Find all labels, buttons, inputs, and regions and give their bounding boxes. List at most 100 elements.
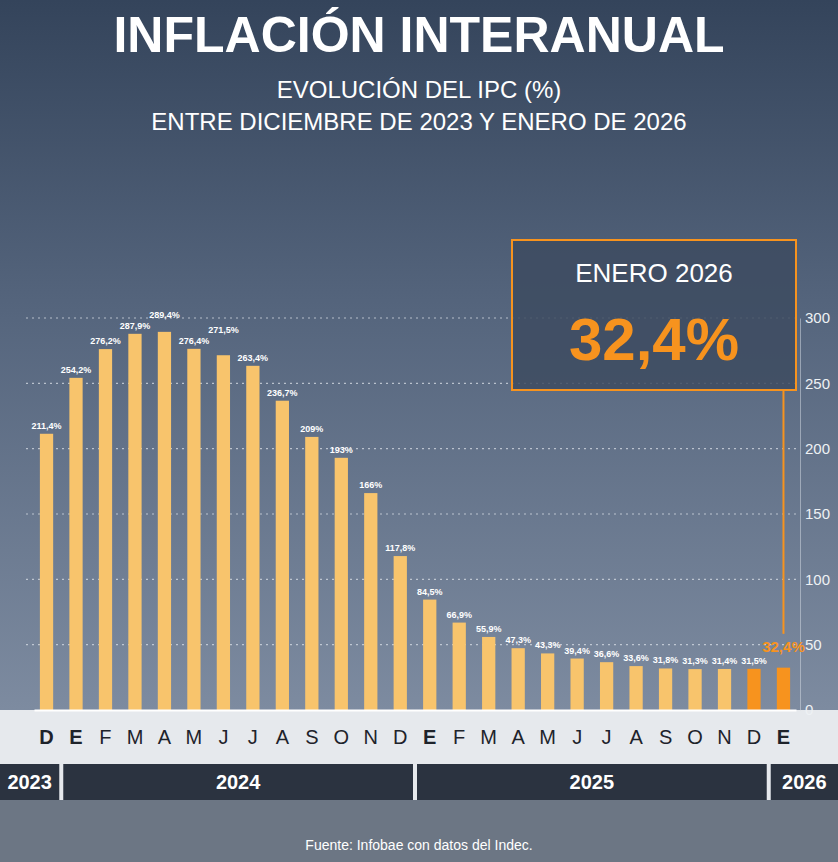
x-tick: E bbox=[69, 710, 82, 748]
bar bbox=[158, 332, 171, 710]
year-band bbox=[63, 764, 413, 800]
x-tick: M bbox=[186, 710, 203, 748]
bar bbox=[423, 600, 436, 710]
x-tick: F bbox=[99, 710, 111, 748]
data-label: 254,2% bbox=[61, 365, 92, 375]
y-tick: 300 bbox=[800, 309, 830, 326]
annotation-leader bbox=[782, 390, 784, 634]
data-label: 276,2% bbox=[90, 336, 121, 346]
title: INFLACIÓN INTERANUAL bbox=[113, 7, 724, 63]
year-label: 2024 bbox=[216, 771, 261, 793]
x-tick: F bbox=[453, 710, 465, 748]
data-label: 31,3% bbox=[682, 656, 708, 666]
x-axis: DEFMAMJJASONDEFMAMJJASONDE bbox=[35, 710, 797, 748]
x-tick: M bbox=[480, 710, 497, 748]
grid-line bbox=[26, 448, 798, 449]
x-tick-label: J bbox=[602, 726, 612, 748]
x-tick: N bbox=[364, 710, 378, 748]
data-label: 263,4% bbox=[238, 353, 269, 363]
subtitle: EVOLUCIÓN DEL IPC (%) bbox=[277, 76, 562, 103]
bar bbox=[40, 434, 53, 710]
data-label: 84,5% bbox=[417, 587, 443, 597]
bar bbox=[217, 355, 230, 710]
data-label: 31,4% bbox=[712, 656, 738, 666]
data-label: 276,4% bbox=[179, 336, 210, 346]
axis-background bbox=[0, 710, 838, 800]
y-axis: 050100150200250300 bbox=[800, 309, 830, 718]
data-label: 287,9% bbox=[120, 321, 151, 331]
bar bbox=[512, 648, 525, 710]
x-tick-label: D bbox=[39, 726, 53, 748]
chart: INFLACIÓN INTERANUAL EVOLUCIÓN DEL IPC (%… bbox=[0, 0, 838, 862]
x-tick-label: J bbox=[218, 726, 228, 748]
bar bbox=[777, 668, 790, 710]
x-tick-label: S bbox=[659, 726, 672, 748]
x-tick: D bbox=[747, 710, 761, 748]
x-tick: M bbox=[539, 710, 556, 748]
x-tick: D bbox=[393, 710, 407, 748]
y-tick-label: 250 bbox=[805, 375, 830, 392]
x-tick-label: E bbox=[777, 726, 790, 748]
y-tick-label: 150 bbox=[805, 505, 830, 522]
x-tick: S bbox=[305, 710, 318, 748]
bar bbox=[629, 666, 642, 710]
grid-line bbox=[26, 644, 798, 645]
x-tick-label: A bbox=[629, 726, 643, 748]
x-tick-label: J bbox=[572, 726, 582, 748]
y-tick: 200 bbox=[800, 440, 830, 457]
data-label: 55,9% bbox=[476, 624, 502, 634]
x-tick-label: N bbox=[717, 726, 731, 748]
x-tick-label: A bbox=[158, 726, 172, 748]
subtitle: ENTRE DICIEMBRE DE 2023 Y ENERO DE 2026 bbox=[151, 108, 686, 135]
x-tick-label: M bbox=[127, 726, 144, 748]
year-band bbox=[0, 764, 59, 800]
year-band bbox=[771, 764, 838, 800]
x-tick-label: E bbox=[423, 726, 436, 748]
baseline bbox=[35, 710, 797, 712]
data-label: 211,4% bbox=[32, 421, 62, 431]
bar bbox=[394, 556, 407, 710]
x-tick: A bbox=[158, 710, 172, 748]
data-label: 117,8% bbox=[385, 543, 415, 553]
x-tick-label: A bbox=[512, 726, 526, 748]
x-tick: E bbox=[777, 710, 790, 748]
x-tick: A bbox=[629, 710, 643, 748]
x-tick: N bbox=[717, 710, 731, 748]
x-tick: M bbox=[127, 710, 144, 748]
x-tick-label: O bbox=[334, 726, 350, 748]
y-tick-label: 0 bbox=[805, 701, 813, 718]
data-label: 166% bbox=[359, 480, 382, 490]
x-tick-label: S bbox=[305, 726, 318, 748]
data-label: 32,4% bbox=[762, 638, 805, 655]
annotation-label: ENERO 2026 bbox=[575, 258, 733, 288]
grid-line bbox=[26, 579, 798, 580]
footer-background bbox=[0, 800, 838, 862]
x-tick-label: N bbox=[364, 726, 378, 748]
bar bbox=[482, 637, 495, 710]
data-label: 43,3% bbox=[535, 640, 561, 650]
year-label: 2025 bbox=[570, 771, 615, 793]
x-tick-label: M bbox=[480, 726, 497, 748]
data-label: 39,4% bbox=[564, 646, 590, 656]
year-band bbox=[417, 764, 767, 800]
x-tick: O bbox=[687, 710, 703, 748]
x-tick-label: D bbox=[393, 726, 407, 748]
grid-line bbox=[26, 513, 798, 514]
bar bbox=[541, 653, 554, 710]
year-label: 2023 bbox=[7, 771, 52, 793]
x-tick: A bbox=[276, 710, 290, 748]
bar bbox=[335, 458, 348, 710]
y-tick-label: 100 bbox=[805, 571, 830, 588]
y-tick-label: 300 bbox=[805, 309, 830, 326]
annotation-value: 32,4% bbox=[569, 306, 739, 373]
data-label: 66,9% bbox=[446, 610, 472, 620]
y-tick: 0 bbox=[800, 701, 813, 718]
bar bbox=[659, 668, 672, 710]
bar bbox=[276, 401, 289, 710]
year-groups: 2023202420252026 bbox=[0, 764, 838, 800]
bar bbox=[364, 493, 377, 710]
x-tick-label: F bbox=[453, 726, 465, 748]
data-label: 33,6% bbox=[623, 653, 649, 663]
bar bbox=[453, 623, 466, 710]
bar bbox=[69, 378, 82, 710]
